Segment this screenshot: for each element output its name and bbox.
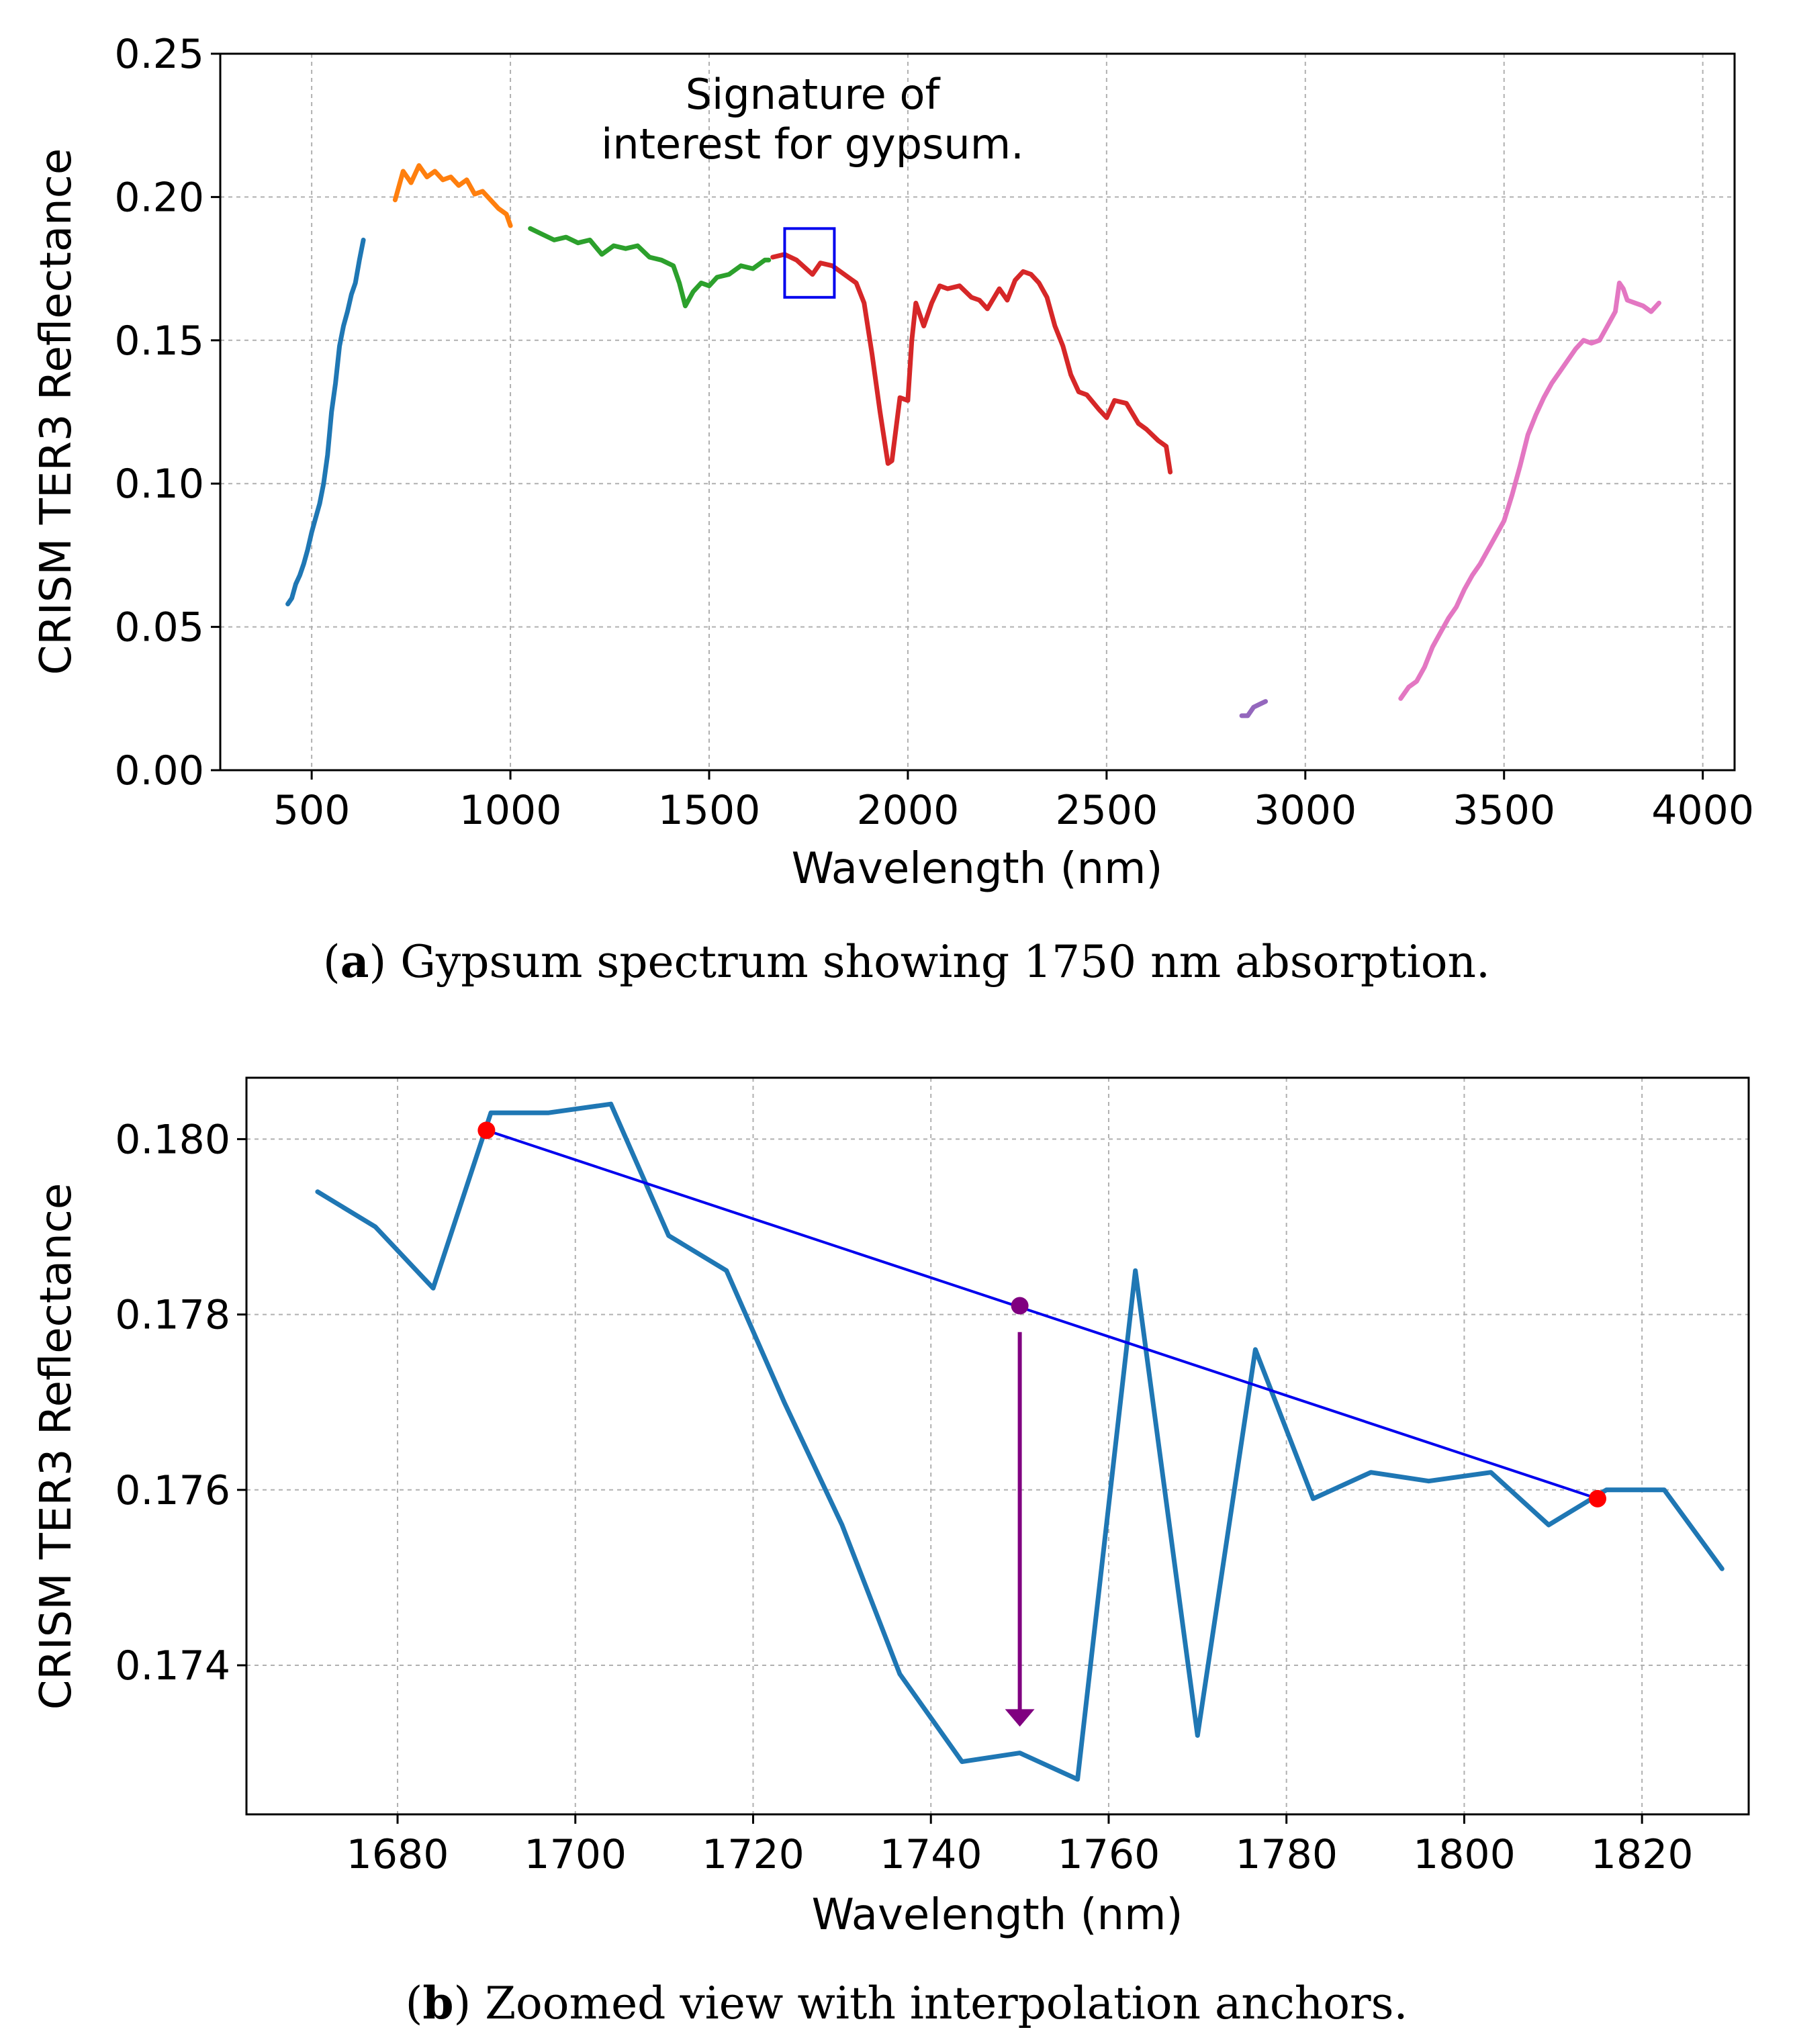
series-line-segment-3: [528, 226, 772, 309]
y-tick-label: 0.176: [115, 1467, 230, 1514]
chart-a-series: [285, 163, 1661, 718]
y-tick-label: 0.00: [114, 747, 204, 794]
x-tick-label: 2500: [1056, 787, 1158, 834]
x-tick-label: 1000: [459, 787, 562, 834]
chart-b-interpolation-line: [486, 1129, 1598, 1500]
x-tick-label: 4000: [1651, 787, 1754, 834]
chart-b-arrow: [1005, 1332, 1035, 1727]
y-tick-label: 0.174: [115, 1642, 230, 1689]
chart-a-x-axis-label: Wavelength (nm): [792, 844, 1163, 894]
chart-a-annotation-line-1: Signature of: [686, 70, 941, 119]
y-tick-label: 0.10: [114, 461, 204, 508]
chart-a-highlight-box: [783, 227, 836, 299]
x-tick-label: 1720: [702, 1831, 804, 1878]
y-tick-label: 0.178: [115, 1292, 230, 1339]
y-tick-label: 0.180: [115, 1116, 230, 1163]
x-tick-label: 1760: [1058, 1831, 1160, 1878]
chart-panel-b: 1680 1700 1720 1740 1760 1780 1800 1820 0.174 0.1…: [32, 1076, 1750, 2029]
chart-a-caption: (a) Gypsum spectrum showing 1750 nm abso…: [323, 935, 1490, 988]
x-tick-label: 3000: [1254, 787, 1357, 834]
series-line-segment-6: [1398, 280, 1661, 701]
chart-a-annotation-line-2: interest for gypsum.: [601, 120, 1024, 169]
arrow-head: [1005, 1709, 1035, 1727]
chart-a-ticks: 500 1000 1500 2000 2500 3000 3500 4000 0.00 0.05 0…: [114, 31, 1754, 834]
chart-b-caption-label: b: [422, 1977, 453, 2029]
chart-b-gridlines: [246, 1078, 1749, 1814]
x-tick-label: 1820: [1591, 1831, 1694, 1878]
series-line-spectrum: [315, 1101, 1725, 1782]
chart-panel-a: 500 1000 1500 2000 2500 3000 3500 4000 0.00 0.05 0…: [32, 31, 1754, 988]
y-tick-label: 0.20: [114, 174, 204, 221]
chart-b-points: [477, 1121, 1606, 1507]
x-tick-label: 1740: [880, 1831, 982, 1878]
chart-b-ticks: 1680 1700 1720 1740 1760 1780 1800 1820 0.174 0.1…: [115, 1116, 1693, 1878]
chart-b-caption: (b) Zoomed view with interpolation ancho…: [406, 1977, 1408, 2029]
interpolated-point: [1011, 1297, 1029, 1315]
y-tick-label: 0.15: [114, 318, 204, 365]
chart-a-y-axis-label: CRISM TER3 Reflectance: [32, 148, 81, 676]
chart-b-x-axis-label: Wavelength (nm): [812, 1890, 1183, 1940]
chart-a-frame: [219, 52, 1736, 772]
series-line-segment-1: [285, 237, 366, 606]
chart-b-caption-text: Zoomed view with interpolation anchors.: [471, 1978, 1408, 2029]
anchor-point-1: [477, 1121, 496, 1140]
chart-b-series: [315, 1101, 1725, 1782]
x-tick-label: 1500: [658, 787, 761, 834]
x-tick-label: 1800: [1413, 1831, 1516, 1878]
chart-a-caption-text: Gypsum spectrum showing 1750 nm absorpti…: [386, 936, 1490, 988]
series-line-segment-5: [1239, 699, 1269, 718]
x-tick-label: 500: [273, 787, 351, 834]
series-line-segment-2: [392, 163, 513, 228]
x-tick-label: 2000: [857, 787, 960, 834]
x-tick-label: 3500: [1453, 787, 1555, 834]
x-tick-label: 1700: [524, 1831, 627, 1878]
y-tick-label: 0.05: [114, 604, 204, 651]
x-tick-label: 1780: [1235, 1831, 1338, 1878]
chart-b-frame: [245, 1076, 1750, 1816]
anchor-point-2: [1588, 1489, 1606, 1507]
chart-a-caption-label: a: [340, 935, 369, 988]
x-tick-label: 1680: [347, 1831, 449, 1878]
chart-b-y-axis-label: CRISM TER3 Reflectance: [32, 1183, 81, 1710]
y-tick-label: 0.25: [114, 31, 204, 78]
series-line-segment-4: [770, 252, 1173, 475]
